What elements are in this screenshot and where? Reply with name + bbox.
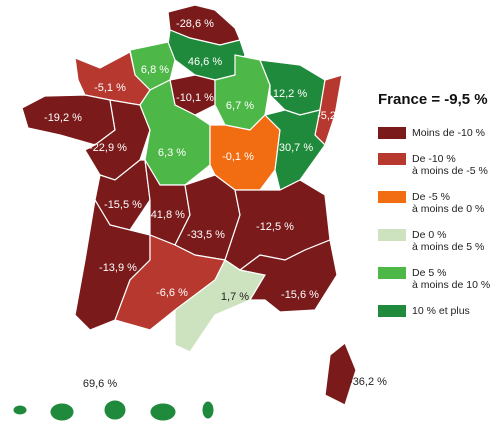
region-label: -5,1 % [94, 82, 126, 94]
region-label: 30,7 % [279, 142, 313, 154]
overseas-island [12, 404, 28, 416]
legend-text: à moins de 5 % [412, 241, 484, 253]
region-label: -28,6 % [176, 18, 214, 30]
legend-text: à moins de -5 % [412, 165, 488, 177]
region-label: -6,6 % [156, 287, 188, 299]
map-title: France = -9,5 % [378, 91, 488, 108]
legend-swatch [378, 127, 406, 139]
region-label: 46,6 % [188, 56, 222, 68]
legend-text: 10 % et plus [412, 305, 470, 317]
overseas-island [103, 399, 127, 421]
legend-text: De -5 % [412, 191, 450, 203]
legend-swatch [378, 153, 406, 165]
region-label: -33,5 % [187, 229, 225, 241]
region-label: 12,2 % [273, 88, 307, 100]
region-label: -22,9 % [89, 142, 127, 154]
region [238, 239, 338, 313]
region-label: -19,2 % [44, 112, 82, 124]
region [263, 109, 326, 191]
legend-swatch [378, 229, 406, 241]
region-label: -15,5 % [104, 199, 142, 211]
legend-text: De 0 % [412, 229, 446, 241]
overseas-label: 69,6 % [83, 378, 117, 390]
overseas-island [49, 402, 75, 422]
legend-swatch [378, 267, 406, 279]
region-label: 6,8 % [141, 64, 169, 76]
regions [21, 4, 357, 406]
region [324, 342, 357, 406]
region-label: 1,7 % [221, 291, 249, 303]
legend-text: à moins de 10 % [412, 279, 490, 291]
region-label: -12,5 % [256, 221, 294, 233]
legend-text: Moins de -10 % [412, 127, 485, 139]
region-label: 6,7 % [226, 100, 254, 112]
legend-text: à moins de 0 % [412, 203, 484, 215]
region-label: -5,2 % [317, 110, 349, 122]
region-label: -13,9 % [99, 262, 137, 274]
legend-text: De -10 % [412, 153, 456, 165]
region-label: -15,6 % [281, 289, 319, 301]
region-label: -41,8 % [147, 209, 185, 221]
legend-swatch [378, 191, 406, 203]
region-label: -0,1 % [222, 151, 254, 163]
region-label: 6,3 % [158, 147, 186, 159]
overseas-island [149, 402, 177, 422]
legend-swatch [378, 305, 406, 317]
region-label: -36,2 % [349, 376, 387, 388]
overseas-island [201, 400, 215, 420]
legend-text: De 5 % [412, 267, 446, 279]
region-label: -10,1 % [176, 92, 214, 104]
